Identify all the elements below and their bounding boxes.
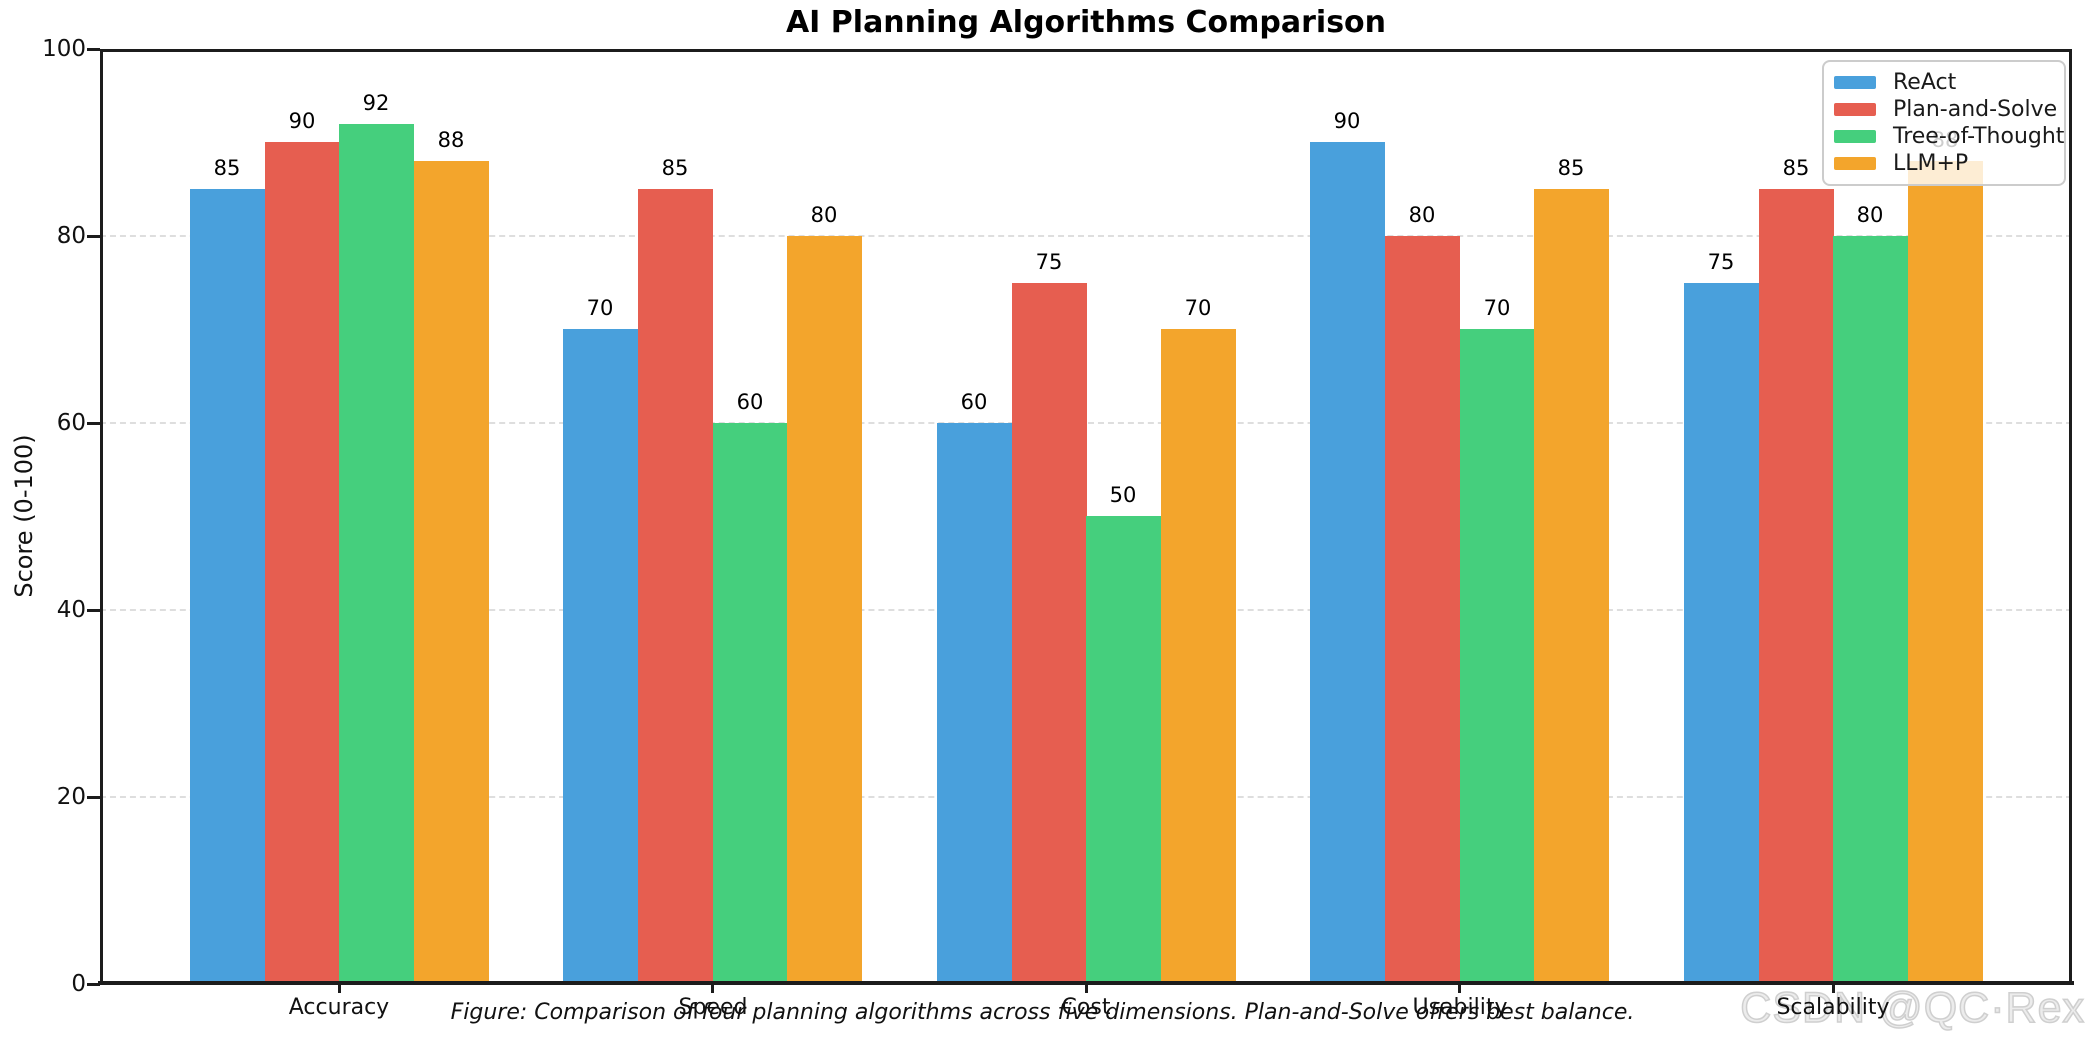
plot-area: 8590928870856080607550709080708575858088: [100, 49, 2072, 984]
y-tick-label-60: 60: [56, 410, 86, 436]
bar-value-label-llm-p-cost: 70: [1184, 296, 1212, 320]
bar-plan-and-solve-usability: [1385, 236, 1460, 984]
legend-swatch-react: [1834, 76, 1876, 89]
bar-value-label-react-scalability: 75: [1707, 250, 1735, 274]
bar-tree-of-thought-usability: [1460, 329, 1535, 984]
plot-spine-left: [100, 49, 103, 984]
y-tick-mark-100: [87, 48, 100, 51]
legend-item-label-llm-p: LLM+P: [1893, 151, 1969, 176]
y-tick-mark-20: [87, 796, 100, 799]
bar-plan-and-solve-accuracy: [265, 142, 340, 984]
chart-title: AI Planning Algorithms Comparison: [785, 5, 1387, 40]
bar-value-label-plan-and-solve-speed: 85: [661, 156, 689, 180]
y-axis-label: Score (0-100): [10, 434, 38, 598]
bar-llm-p-usability: [1534, 189, 1609, 984]
y-tick-mark-80: [87, 235, 100, 238]
y-tick-label-40: 40: [56, 597, 86, 623]
y-tick-label-20: 20: [56, 784, 86, 810]
bar-value-label-react-usability: 90: [1333, 109, 1361, 133]
legend-item-tree-of-thought: Tree-of-Thought: [1834, 123, 2064, 150]
bar-value-label-tree-of-thought-cost: 50: [1109, 483, 1137, 507]
bar-tree-of-thought-scalability: [1833, 236, 1908, 984]
bar-plan-and-solve-speed: [638, 189, 713, 984]
legend: ReAct Plan-and-Solve Tree-of-Thought LLM+P: [1822, 60, 2066, 186]
y-tick-label-0: 0: [71, 971, 86, 997]
bar-value-label-llm-p-usability: 85: [1557, 156, 1585, 180]
watermark: CSDN @QC·Rex: [1740, 983, 2085, 1033]
bar-tree-of-thought-accuracy: [339, 124, 414, 984]
bar-react-usability: [1310, 142, 1385, 984]
bar-value-label-react-cost: 60: [960, 390, 988, 414]
plot-spine-top: [100, 49, 2072, 52]
x-tick-label-usability: Usability: [1412, 995, 1508, 1020]
gridline-80: [100, 235, 2072, 237]
bar-llm-p-scalability: [1908, 161, 1983, 984]
bar-value-label-tree-of-thought-speed: 60: [736, 390, 764, 414]
y-tick-label-100: 100: [42, 36, 86, 62]
bar-value-label-plan-and-solve-cost: 75: [1035, 250, 1063, 274]
legend-swatch-tree-of-thought: [1834, 130, 1876, 143]
x-tick-mark-speed: [711, 984, 714, 993]
bar-llm-p-accuracy: [414, 161, 489, 984]
bar-value-label-llm-p-accuracy: 88: [437, 128, 465, 152]
bar-value-label-tree-of-thought-accuracy: 92: [362, 91, 390, 115]
x-tick-label-accuracy: Accuracy: [288, 995, 390, 1020]
bar-value-label-llm-p-speed: 80: [810, 203, 838, 227]
bar-tree-of-thought-cost: [1086, 516, 1161, 984]
plot-spine-right: [2069, 49, 2072, 984]
x-tick-label-scalability: Scalability: [1776, 995, 1890, 1020]
y-tick-mark-0: [87, 983, 100, 986]
figure-caption: Figure: Comparison of four planning algo…: [450, 1000, 1635, 1025]
legend-item-plan-and-solve: Plan-and-Solve: [1834, 96, 2058, 123]
legend-item-label-tree-of-thought: Tree-of-Thought: [1893, 124, 2065, 149]
bar-value-label-tree-of-thought-scalability: 80: [1856, 203, 1884, 227]
legend-item-label-react: ReAct: [1893, 70, 1957, 95]
bar-react-cost: [937, 423, 1012, 984]
x-axis-line: [98, 981, 2074, 985]
bar-value-label-plan-and-solve-accuracy: 90: [288, 109, 316, 133]
y-tick-label-80: 80: [56, 223, 86, 249]
y-tick-mark-40: [87, 609, 100, 612]
bar-llm-p-speed: [787, 236, 862, 984]
legend-item-llm-p: LLM+P: [1834, 150, 2054, 177]
bar-tree-of-thought-speed: [713, 423, 788, 984]
x-tick-mark-scalability: [1832, 984, 1835, 993]
legend-item-react: ReAct: [1834, 69, 2054, 96]
y-tick-mark-60: [87, 422, 100, 425]
bar-value-label-plan-and-solve-usability: 80: [1408, 203, 1436, 227]
x-tick-mark-accuracy: [338, 984, 341, 993]
bar-value-label-react-accuracy: 85: [213, 156, 241, 180]
bar-value-label-react-speed: 70: [586, 296, 614, 320]
bar-value-label-plan-and-solve-scalability: 85: [1782, 156, 1810, 180]
legend-swatch-plan-and-solve: [1834, 103, 1876, 116]
bar-react-scalability: [1684, 283, 1759, 984]
x-tick-label-cost: Cost: [1061, 995, 1111, 1020]
bar-llm-p-cost: [1161, 329, 1236, 984]
bar-plan-and-solve-scalability: [1759, 189, 1834, 984]
x-tick-mark-cost: [1085, 984, 1088, 993]
bar-react-speed: [563, 329, 638, 984]
legend-swatch-llm-p: [1834, 157, 1876, 170]
bar-value-label-tree-of-thought-usability: 70: [1483, 296, 1511, 320]
bar-react-accuracy: [190, 189, 265, 984]
x-tick-label-speed: Speed: [678, 995, 748, 1020]
x-tick-mark-usability: [1458, 984, 1461, 993]
bar-plan-and-solve-cost: [1012, 283, 1087, 984]
legend-item-label-plan-and-solve: Plan-and-Solve: [1893, 97, 2058, 122]
